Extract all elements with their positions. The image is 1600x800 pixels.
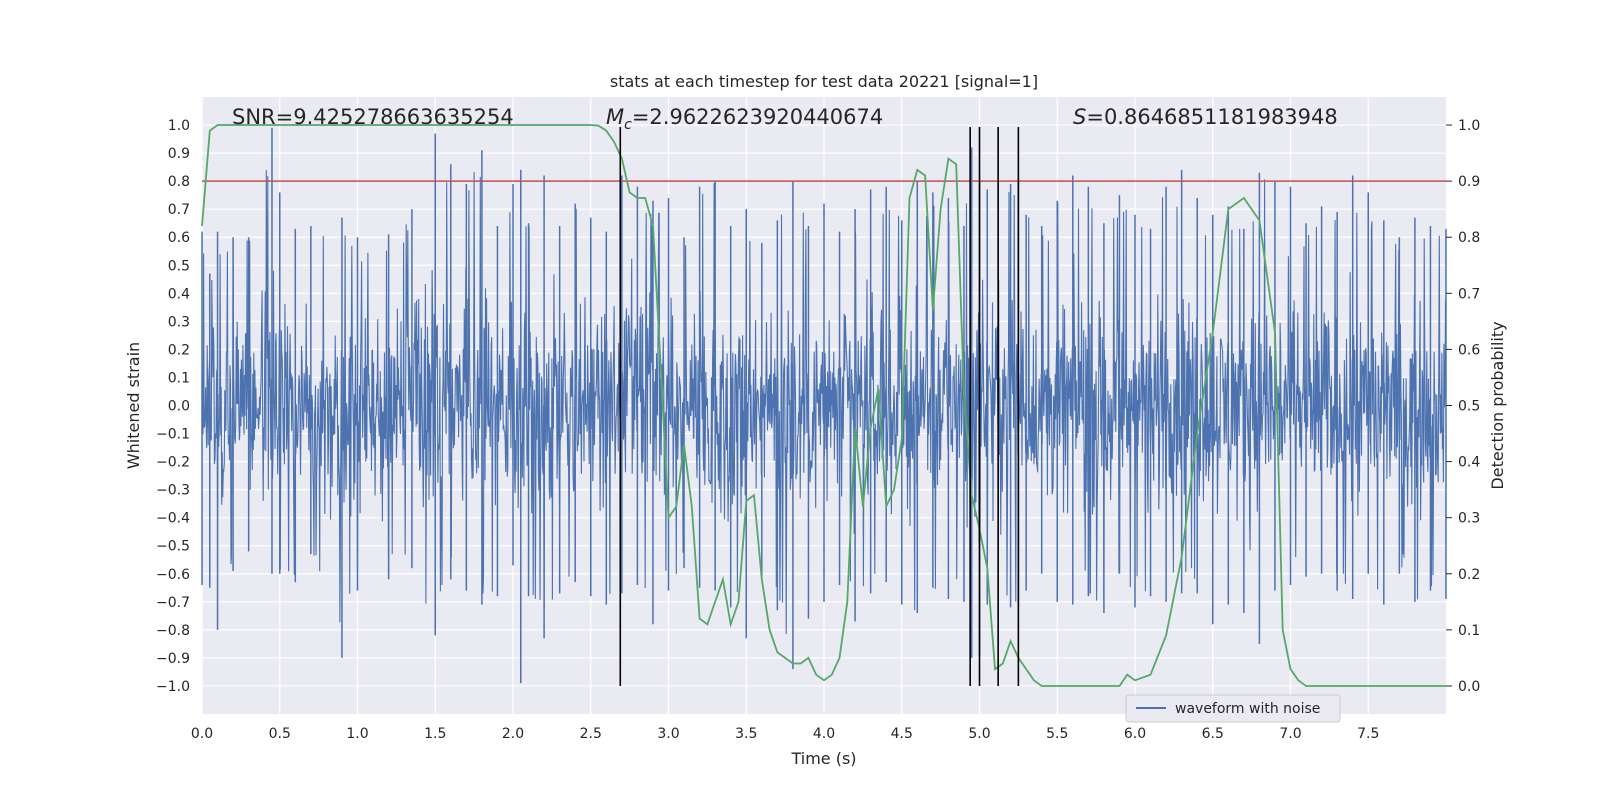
y2-axis-label: Detection probability bbox=[1488, 321, 1507, 489]
x-axis-label: Time (s) bbox=[790, 749, 856, 768]
y2-tick-label: 0.6 bbox=[1458, 342, 1480, 358]
legend-entry: waveform with noise bbox=[1175, 701, 1320, 717]
y-axis-label: Whitened strain bbox=[124, 342, 143, 469]
x-tick-label: 2.0 bbox=[502, 726, 524, 742]
y-tick-label: 0.2 bbox=[168, 342, 190, 358]
x-tick-label: 1.0 bbox=[346, 726, 368, 742]
x-tick-label: 7.5 bbox=[1357, 726, 1379, 742]
y-tick-label: −0.2 bbox=[156, 455, 190, 471]
y-tick-label: −1.0 bbox=[156, 679, 190, 695]
y2-tick-label: 0.8 bbox=[1458, 230, 1480, 246]
chirp-mass-symbol: M bbox=[606, 105, 624, 129]
y2-tick-label: 0.0 bbox=[1458, 679, 1480, 695]
y-tick-label: 0.1 bbox=[168, 370, 190, 386]
y2-tick-label: 0.7 bbox=[1458, 286, 1480, 302]
s-annotation: S=0.8646851181983948 bbox=[1073, 105, 1338, 129]
y-tick-label: −0.7 bbox=[156, 595, 190, 611]
y2-tick-label: 0.1 bbox=[1458, 623, 1480, 639]
x-tick-label: 4.5 bbox=[891, 726, 913, 742]
x-tick-label: 0.0 bbox=[191, 726, 213, 742]
y-tick-label: 0.7 bbox=[168, 202, 190, 218]
x-tick-label: 4.0 bbox=[813, 726, 835, 742]
y-tick-label: −0.1 bbox=[156, 427, 190, 443]
y-tick-label: 0.9 bbox=[168, 146, 190, 162]
x-tick-label: 3.0 bbox=[657, 726, 679, 742]
x-tick-label: 2.5 bbox=[580, 726, 602, 742]
tick-labels: 0.0 0.5 1.0 1.5 2.0 2.5 3.0 3.5 4.0 4.5 5.0 5.5 6.0 6… bbox=[156, 118, 1480, 742]
chart-title: stats at each timestep for test data 202… bbox=[610, 72, 1038, 91]
y2-tick-label: 0.2 bbox=[1458, 567, 1480, 583]
s-symbol: S bbox=[1073, 105, 1086, 129]
x-tick-label: 6.0 bbox=[1124, 726, 1146, 742]
y2-tick-label: 0.3 bbox=[1458, 511, 1480, 527]
y-tick-label: 0.5 bbox=[168, 258, 190, 274]
y2-tick-label: 1.0 bbox=[1458, 118, 1480, 134]
y-tick-label: −0.8 bbox=[156, 623, 190, 639]
vertical-lines bbox=[619, 127, 1020, 686]
y-tick-label: −0.6 bbox=[156, 567, 190, 583]
x-tick-label: 7.0 bbox=[1279, 726, 1301, 742]
y-tick-label: 0.8 bbox=[168, 174, 190, 190]
x-tick-label: 5.0 bbox=[968, 726, 990, 742]
x-tick-label: 3.5 bbox=[735, 726, 757, 742]
snr-annotation: SNR=9.425278663635254 bbox=[232, 105, 514, 129]
chirp-mass-annotation: Mc=2.9622623920440674 bbox=[606, 105, 883, 133]
chirp-mass-subscript: c bbox=[624, 117, 632, 133]
x-tick-label: 1.5 bbox=[424, 726, 446, 742]
y-tick-label: −0.3 bbox=[156, 483, 190, 499]
probability-series bbox=[201, 124, 1446, 687]
y-tick-label: 0.0 bbox=[168, 399, 190, 415]
y2-tick-label: 0.5 bbox=[1458, 399, 1480, 415]
y-tick-label: 1.0 bbox=[168, 118, 190, 134]
y-tick-label: 0.3 bbox=[168, 314, 190, 330]
y-tick-label: 0.6 bbox=[168, 230, 190, 246]
y-tick-label: −0.5 bbox=[156, 539, 190, 555]
y-tick-label: −0.4 bbox=[156, 511, 190, 527]
y-tick-label: 0.4 bbox=[168, 286, 190, 302]
legend: waveform with noise bbox=[1125, 694, 1341, 723]
s-value: =0.8646851181983948 bbox=[1086, 105, 1337, 129]
y2-tick-label: 0.4 bbox=[1458, 455, 1480, 471]
chirp-mass-value: =2.9622623920440674 bbox=[632, 105, 883, 129]
x-tick-label: 5.5 bbox=[1046, 726, 1068, 742]
probability-line bbox=[201, 124, 1446, 687]
y-tick-label: −0.9 bbox=[156, 651, 190, 667]
y2-tick-label: 0.9 bbox=[1458, 174, 1480, 190]
x-tick-label: 6.5 bbox=[1202, 726, 1224, 742]
x-tick-label: 0.5 bbox=[269, 726, 291, 742]
legend-box bbox=[1125, 694, 1341, 723]
